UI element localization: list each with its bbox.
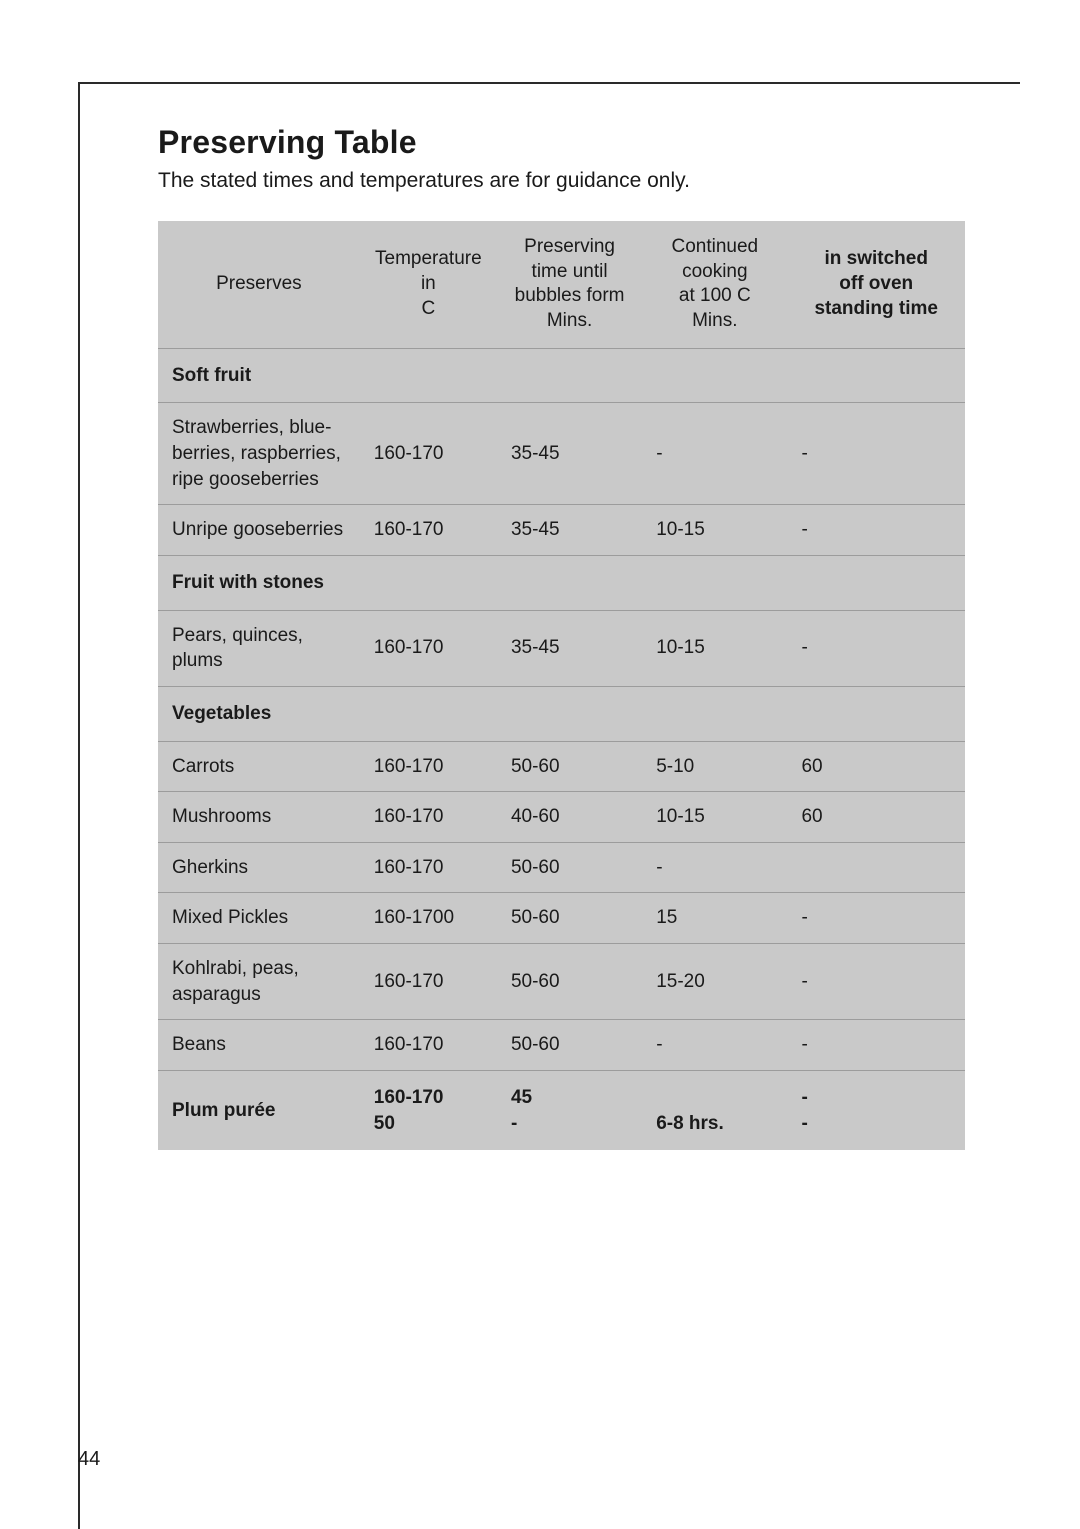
table-cell: Vegetables: [158, 686, 360, 741]
table-cell: -: [642, 842, 787, 893]
table-cell: [360, 555, 497, 610]
table-cell: 5-10: [642, 741, 787, 792]
table-row: Vegetables: [158, 686, 965, 741]
table-cell: Mushrooms: [158, 792, 360, 843]
table-cell: 160-1700: [360, 893, 497, 944]
table-cell: -: [787, 893, 965, 944]
table-cell: 160-170: [360, 842, 497, 893]
column-header-preserves: Preserves: [158, 221, 360, 348]
table-cell: [787, 842, 965, 893]
table-row: Plum purée160-170 5045 - 6-8 hrs.- -: [158, 1071, 965, 1151]
table-cell: 15-20: [642, 944, 787, 1020]
table-cell: -: [787, 403, 965, 505]
table-cell: 50-60: [497, 944, 642, 1020]
table-cell: 160-170: [360, 403, 497, 505]
table-cell: -: [787, 1020, 965, 1071]
table-cell: 6-8 hrs.: [642, 1071, 787, 1151]
column-header-standing: in switched off oven standing time: [787, 221, 965, 348]
table-row: Kohlrabi, peas, asparagus160-17050-6015-…: [158, 944, 965, 1020]
table-cell: -: [787, 944, 965, 1020]
table-cell: [642, 686, 787, 741]
table-body: Soft fruitStrawberries, blue- berries, r…: [158, 348, 965, 1150]
table-cell: Gherkins: [158, 842, 360, 893]
page-title: Preserving Table: [158, 124, 965, 161]
table-cell: 40-60: [497, 792, 642, 843]
table-cell: Unripe gooseberries: [158, 505, 360, 556]
table-cell: 160-170 50: [360, 1071, 497, 1151]
table-cell: [787, 348, 965, 403]
table-cell: [642, 348, 787, 403]
table-row: Soft fruit: [158, 348, 965, 403]
table-row: Unripe gooseberries160-17035-4510-15-: [158, 505, 965, 556]
table-cell: 160-170: [360, 610, 497, 686]
table-cell: 50-60: [497, 1020, 642, 1071]
table-cell: [787, 686, 965, 741]
table-cell: [360, 686, 497, 741]
table-cell: 35-45: [497, 610, 642, 686]
table-cell: Kohlrabi, peas, asparagus: [158, 944, 360, 1020]
column-header-continued: Continued cooking at 100 C Mins.: [642, 221, 787, 348]
table-row: Pears, quinces, plums160-17035-4510-15-: [158, 610, 965, 686]
table-cell: 50-60: [497, 842, 642, 893]
column-header-time: Preserving time until bubbles form Mins.: [497, 221, 642, 348]
table-cell: Plum purée: [158, 1071, 360, 1151]
table-cell: [642, 555, 787, 610]
table-cell: [360, 348, 497, 403]
table-cell: 160-170: [360, 1020, 497, 1071]
table-cell: -: [642, 1020, 787, 1071]
table-row: Mixed Pickles160-170050-6015-: [158, 893, 965, 944]
table-cell: Carrots: [158, 741, 360, 792]
column-header-temperature: Temperature in C: [360, 221, 497, 348]
table-cell: [497, 686, 642, 741]
table-cell: 10-15: [642, 792, 787, 843]
table-cell: 45 -: [497, 1071, 642, 1151]
table-cell: 10-15: [642, 505, 787, 556]
table-cell: 50-60: [497, 893, 642, 944]
table-row: Fruit with stones: [158, 555, 965, 610]
table-row: Beans160-17050-60--: [158, 1020, 965, 1071]
table-cell: 60: [787, 792, 965, 843]
table-cell: Fruit with stones: [158, 555, 360, 610]
table-cell: Soft fruit: [158, 348, 360, 403]
preserving-table: Preserves Temperature in C Preserving ti…: [158, 221, 965, 1150]
table-cell: [497, 555, 642, 610]
table-cell: [497, 348, 642, 403]
table-cell: -: [642, 403, 787, 505]
table-cell: Mixed Pickles: [158, 893, 360, 944]
table-row: Carrots160-17050-605-1060: [158, 741, 965, 792]
table-row: Mushrooms160-17040-6010-1560: [158, 792, 965, 843]
table-row: Gherkins160-17050-60-: [158, 842, 965, 893]
table-cell: Beans: [158, 1020, 360, 1071]
table-cell: 160-170: [360, 944, 497, 1020]
table-cell: 35-45: [497, 403, 642, 505]
table-cell: 15: [642, 893, 787, 944]
table-cell: -: [787, 505, 965, 556]
table-cell: [787, 555, 965, 610]
table-row: Strawberries, blue- berries, raspberries…: [158, 403, 965, 505]
table-cell: 50-60: [497, 741, 642, 792]
page-subtitle: The stated times and temperatures are fo…: [158, 169, 965, 193]
table-cell: 160-170: [360, 505, 497, 556]
page-number: 44: [78, 1448, 100, 1471]
page-frame: Preserving Table The stated times and te…: [78, 82, 1020, 1529]
table-cell: 160-170: [360, 792, 497, 843]
table-cell: - -: [787, 1071, 965, 1151]
table-cell: 60: [787, 741, 965, 792]
table-cell: 10-15: [642, 610, 787, 686]
table-cell: 160-170: [360, 741, 497, 792]
table-cell: -: [787, 610, 965, 686]
table-header: Preserves Temperature in C Preserving ti…: [158, 221, 965, 348]
table-cell: 35-45: [497, 505, 642, 556]
table-cell: Pears, quinces, plums: [158, 610, 360, 686]
table-cell: Strawberries, blue- berries, raspberries…: [158, 403, 360, 505]
